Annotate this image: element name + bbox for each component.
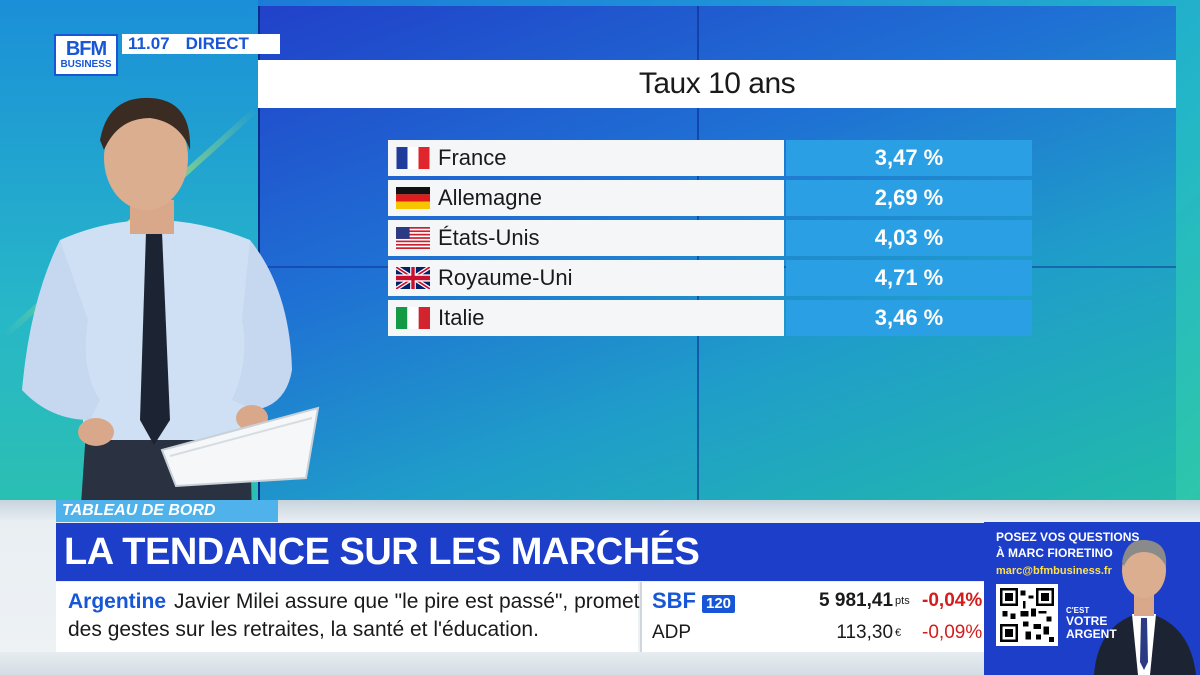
bottom-strip [0, 652, 984, 675]
live-label: DIRECT [185, 34, 249, 53]
rate-value: 4,03 % [786, 220, 1032, 256]
rate-row-germany: Allemagne 2,69 % [388, 180, 1032, 216]
headline: LA TENDANCE SUR LES MARCHÉS [56, 523, 984, 581]
show-logo-small: C'EST [1066, 606, 1090, 615]
stock-change: -0,09% [922, 622, 983, 643]
market-row-stock: ADP 113,30 € -0,09% [652, 618, 982, 648]
show-logo-line-2: ARGENT [1066, 627, 1117, 641]
show-logo-line-1: VOTRE [1066, 614, 1108, 628]
promo-line-2: À MARC FIORETINO [996, 546, 1113, 560]
market-ticker: SBF 120 5 981,41 pts -0,04% ADP 113,30 € … [640, 582, 984, 652]
clock-live-box: 11.07 DIRECT [122, 34, 280, 54]
show-logo: C'EST VOTRE ARGENT [1066, 606, 1117, 641]
rate-row-france: France 3,47 % [388, 140, 1032, 176]
qr-code-icon [996, 584, 1058, 646]
host-portrait [1094, 539, 1196, 675]
news-ticker: Argentine Javier Milei assure que "le pir… [56, 582, 639, 652]
news-text-1: Javier Milei assure que "le pire est pas… [174, 590, 640, 613]
rate-country-cell: Italie [388, 300, 784, 336]
rate-value: 3,46 % [786, 300, 1032, 336]
index-change: -0,04% [922, 590, 983, 611]
rate-row-italy: Italie 3,46 % [388, 300, 1032, 336]
index-unit: pts [895, 595, 910, 607]
france-flag-icon [396, 147, 430, 169]
channel-logo: BFM BUSINESS [54, 34, 118, 76]
rate-row-uk: Royaume-Uni 4,71 % [388, 260, 1032, 296]
promo-email: marc@bfmbusiness.fr [996, 565, 1112, 577]
rate-row-usa: États-Unis 4,03 % [388, 220, 1032, 256]
italy-flag-icon [396, 307, 430, 329]
rate-country-label: Royaume-Uni [438, 265, 573, 290]
rate-country-label: Allemagne [438, 185, 542, 210]
promo-box: POSEZ VOS QUESTIONS À MARC FIORETINO mar… [984, 522, 1200, 675]
rate-value: 4,71 % [786, 260, 1032, 296]
news-line-1: Argentine Javier Milei assure que "le pir… [68, 588, 639, 616]
usa-flag-icon [396, 227, 430, 249]
rate-country-label: États-Unis [438, 225, 540, 250]
rate-country-label: France [438, 145, 507, 170]
news-text-2: des gestes sur les retraites, la santé e… [68, 618, 539, 641]
rate-country-cell: États-Unis [388, 220, 784, 256]
uk-flag-icon [396, 267, 430, 289]
market-row-index: SBF 120 5 981,41 pts -0,04% [652, 586, 982, 616]
stock-unit: € [895, 627, 902, 639]
stock-value: 113,30 [836, 622, 894, 643]
stock-name: ADP [652, 622, 692, 643]
index-value: 5 981,41 [819, 590, 894, 611]
studio-floor [0, 500, 1200, 520]
broadcast-time: 11.07 [128, 34, 170, 53]
index-badge: 120 [702, 595, 736, 613]
rate-country-cell: Allemagne [388, 180, 784, 216]
rate-country-label: Italie [438, 305, 485, 330]
germany-flag-icon [396, 187, 430, 209]
news-keyword: Argentine [68, 590, 167, 613]
screen-title: Taux 10 ans [258, 60, 1176, 108]
logo-main-text: BFM [65, 38, 107, 60]
promo-line-1: POSEZ VOS QUESTIONS [996, 530, 1140, 544]
rate-country-cell: Royaume-Uni [388, 260, 784, 296]
rate-value: 3,47 % [786, 140, 1032, 176]
section-tag: TABLEAU DE BORD [56, 500, 278, 522]
rate-value: 2,69 % [786, 180, 1032, 216]
rate-country-cell: France [388, 140, 784, 176]
logo-sub-text: BUSINESS [60, 59, 112, 70]
presenter-figure [22, 97, 320, 520]
index-name: SBF 120 [652, 588, 797, 614]
